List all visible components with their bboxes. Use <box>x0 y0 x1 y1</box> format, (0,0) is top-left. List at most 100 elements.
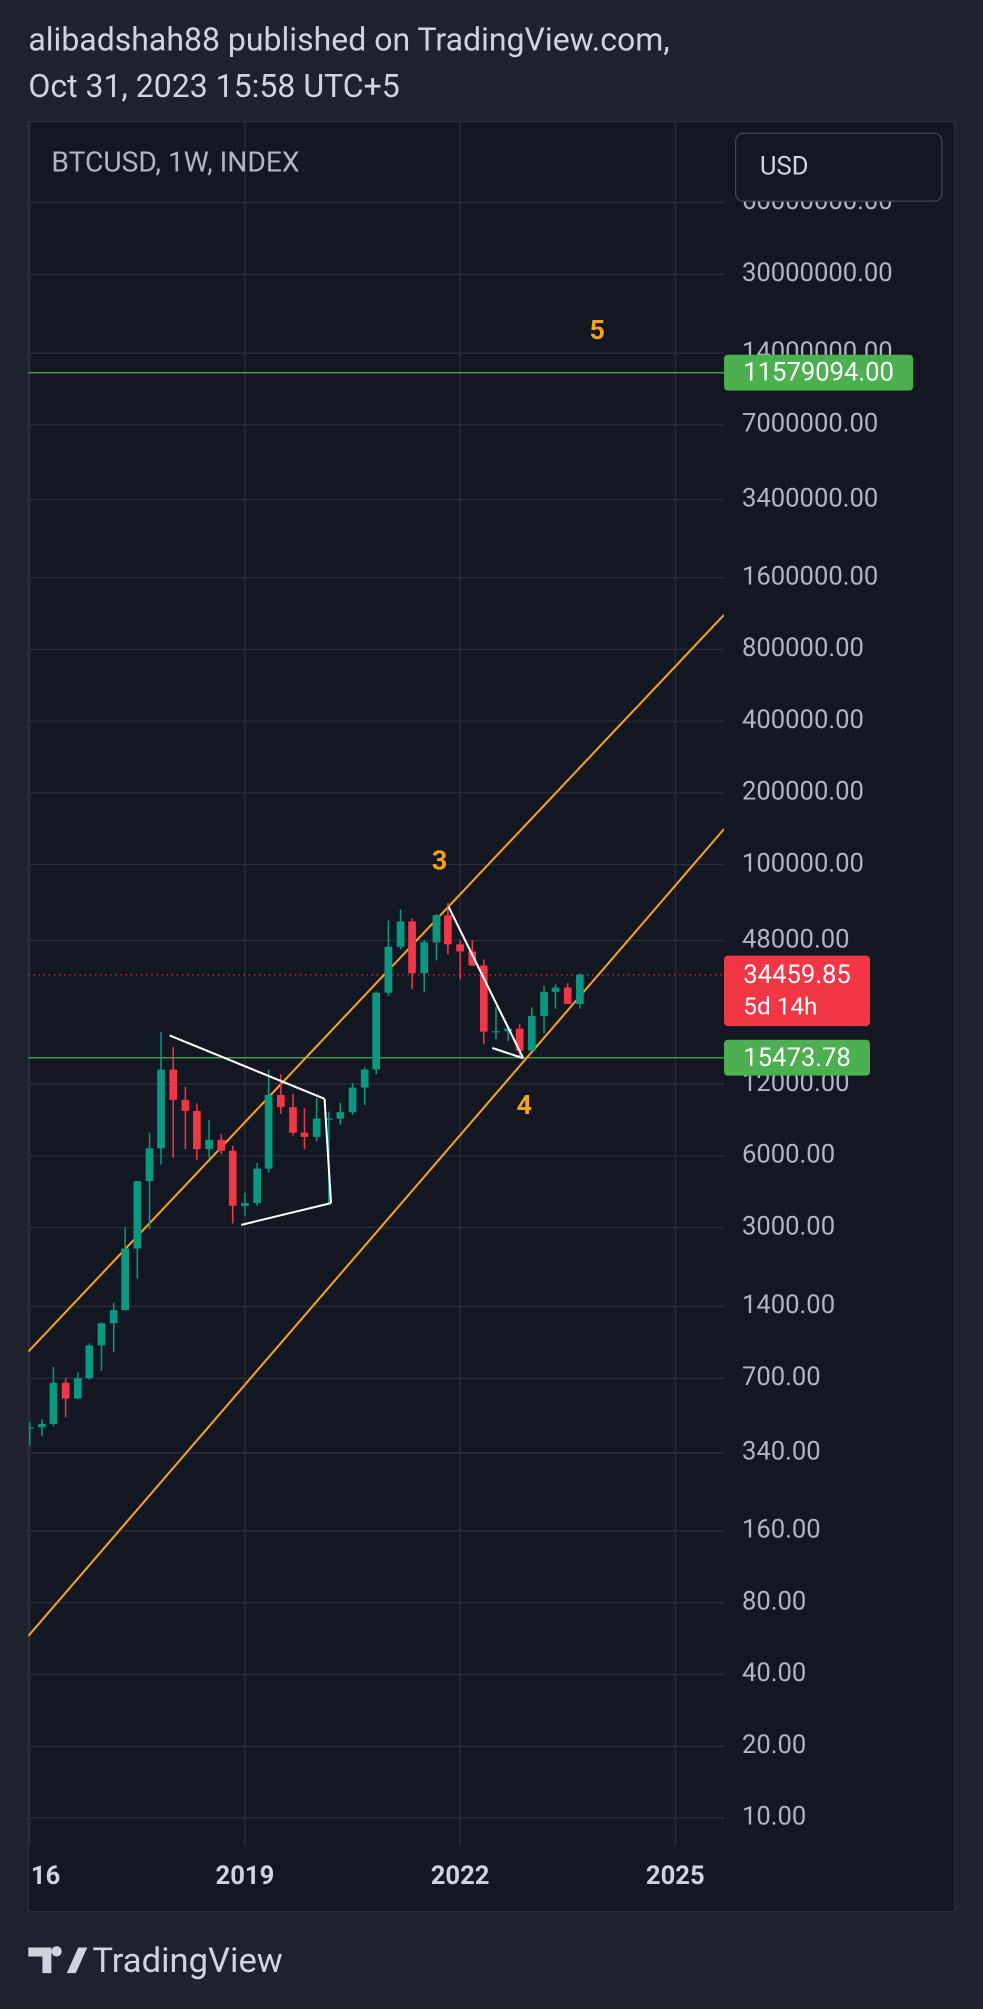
price-axis: 10.00 20.00 40.00 80.00 160.00 340.00 700.00 14… <box>31 186 893 1891</box>
candle-body <box>420 942 429 974</box>
candle-body <box>109 1310 118 1324</box>
candle-body <box>157 1069 165 1149</box>
y-tick-label: 20.00 <box>742 1730 806 1760</box>
y-tick-label: 1600000.00 <box>742 561 878 591</box>
candle-body <box>384 946 393 993</box>
candle-body <box>336 1112 345 1119</box>
grid <box>28 121 725 1845</box>
wave-label: 4 <box>516 1089 531 1121</box>
drawing-line <box>447 906 525 1059</box>
countdown-label: 5d 14h <box>743 992 817 1021</box>
candle-body <box>432 915 441 943</box>
y-tick-label: 6000.00 <box>742 1140 835 1170</box>
candle-body <box>527 1016 536 1051</box>
y-tick-label: 48000.00 <box>742 924 850 954</box>
candle-body <box>492 1031 500 1033</box>
candle-body <box>408 921 416 974</box>
candle-body <box>169 1069 178 1100</box>
y-tick-label: 100000.00 <box>742 848 864 878</box>
brand: TradingView <box>92 1941 282 1981</box>
y-tick-label: 30000000.00 <box>742 258 893 288</box>
candle-body <box>241 1203 249 1206</box>
drawing-line <box>169 1034 325 1100</box>
candle-body <box>360 1069 369 1088</box>
candle-body <box>456 944 464 952</box>
channel-line <box>28 614 725 1353</box>
candle-body <box>97 1323 106 1346</box>
channel-line <box>28 828 725 1637</box>
date-line: Oct 31, 2023 15:58 UTC+5 <box>28 67 399 105</box>
candle-body <box>264 1094 273 1169</box>
candle-body <box>289 1107 297 1133</box>
drawing-line <box>241 1202 332 1226</box>
candle-body <box>312 1118 321 1137</box>
candle-body <box>300 1132 309 1137</box>
candle-body <box>73 1378 82 1399</box>
wave-label: 5 <box>589 314 604 346</box>
x-tick-label: 2022 <box>431 1861 490 1891</box>
last-price-box <box>724 955 870 1027</box>
currency-button[interactable] <box>734 132 943 202</box>
candle-body <box>325 1118 333 1120</box>
price-label-box <box>724 1039 870 1076</box>
y-tick-label: 80.00 <box>742 1586 806 1616</box>
y-tick-label: 160.00 <box>742 1515 821 1545</box>
y-tick-label: 3000.00 <box>742 1211 835 1241</box>
candle-body <box>133 1181 142 1249</box>
price-label-box <box>724 354 914 391</box>
price-label: 15473.78 <box>743 1043 851 1073</box>
candle-body <box>515 1028 524 1051</box>
candle-body <box>348 1087 357 1113</box>
x-tick-label: 2025 <box>646 1861 705 1891</box>
y-tick-label: 340.00 <box>742 1437 821 1467</box>
author-line: alibadshah88 published on TradingView.co… <box>28 21 669 59</box>
candle-body <box>28 1427 34 1429</box>
y-tick-label: 700.00 <box>742 1362 821 1392</box>
candle-body <box>479 965 488 1032</box>
plot-area <box>28 372 725 1637</box>
candle-body <box>193 1110 201 1150</box>
candle-body <box>145 1148 154 1182</box>
candle-body <box>217 1139 226 1151</box>
candle-body <box>205 1139 213 1150</box>
candle-body <box>228 1150 237 1206</box>
candle-body <box>121 1248 129 1311</box>
x-tick-label: 16 <box>31 1861 60 1891</box>
y-tick-label: 7000000.00 <box>742 409 878 439</box>
currency-label[interactable]: USD <box>760 152 809 182</box>
candle-body <box>38 1423 46 1428</box>
candle-body <box>468 951 477 966</box>
logo-mark <box>28 1946 88 1974</box>
candle-body <box>85 1345 94 1379</box>
price-label: 11579094.00 <box>743 358 894 388</box>
y-tick-label: 3400000.00 <box>742 483 878 513</box>
candle-body <box>49 1382 58 1424</box>
candle-body <box>253 1168 261 1204</box>
wave-label: 3 <box>432 844 447 876</box>
candle-body <box>444 915 452 945</box>
drawing-line <box>323 1098 333 1204</box>
y-tick-label: 800000.00 <box>742 633 864 663</box>
candle-body <box>563 987 572 1005</box>
y-tick-label: 40.00 <box>742 1658 806 1688</box>
x-tick-label: 2019 <box>216 1861 275 1891</box>
drawing-line <box>492 1047 524 1060</box>
candle-body <box>181 1099 190 1111</box>
candle-body <box>540 991 548 1017</box>
candle-body <box>276 1094 285 1108</box>
candle-body <box>61 1382 70 1399</box>
y-tick-label: 10.00 <box>742 1802 806 1832</box>
symbol-label: BTCUSD, 1W, INDEX <box>51 145 299 178</box>
candle-body <box>396 921 405 947</box>
y-tick-label: 1400.00 <box>742 1290 835 1320</box>
candle-body <box>551 987 560 992</box>
logo <box>28 1946 88 1974</box>
last-price-label: 34459.85 <box>743 960 851 990</box>
candle-body <box>576 974 584 1005</box>
candle-body <box>372 992 381 1070</box>
y-tick-label: 200000.00 <box>742 777 864 807</box>
y-tick-label: 400000.00 <box>742 705 864 735</box>
